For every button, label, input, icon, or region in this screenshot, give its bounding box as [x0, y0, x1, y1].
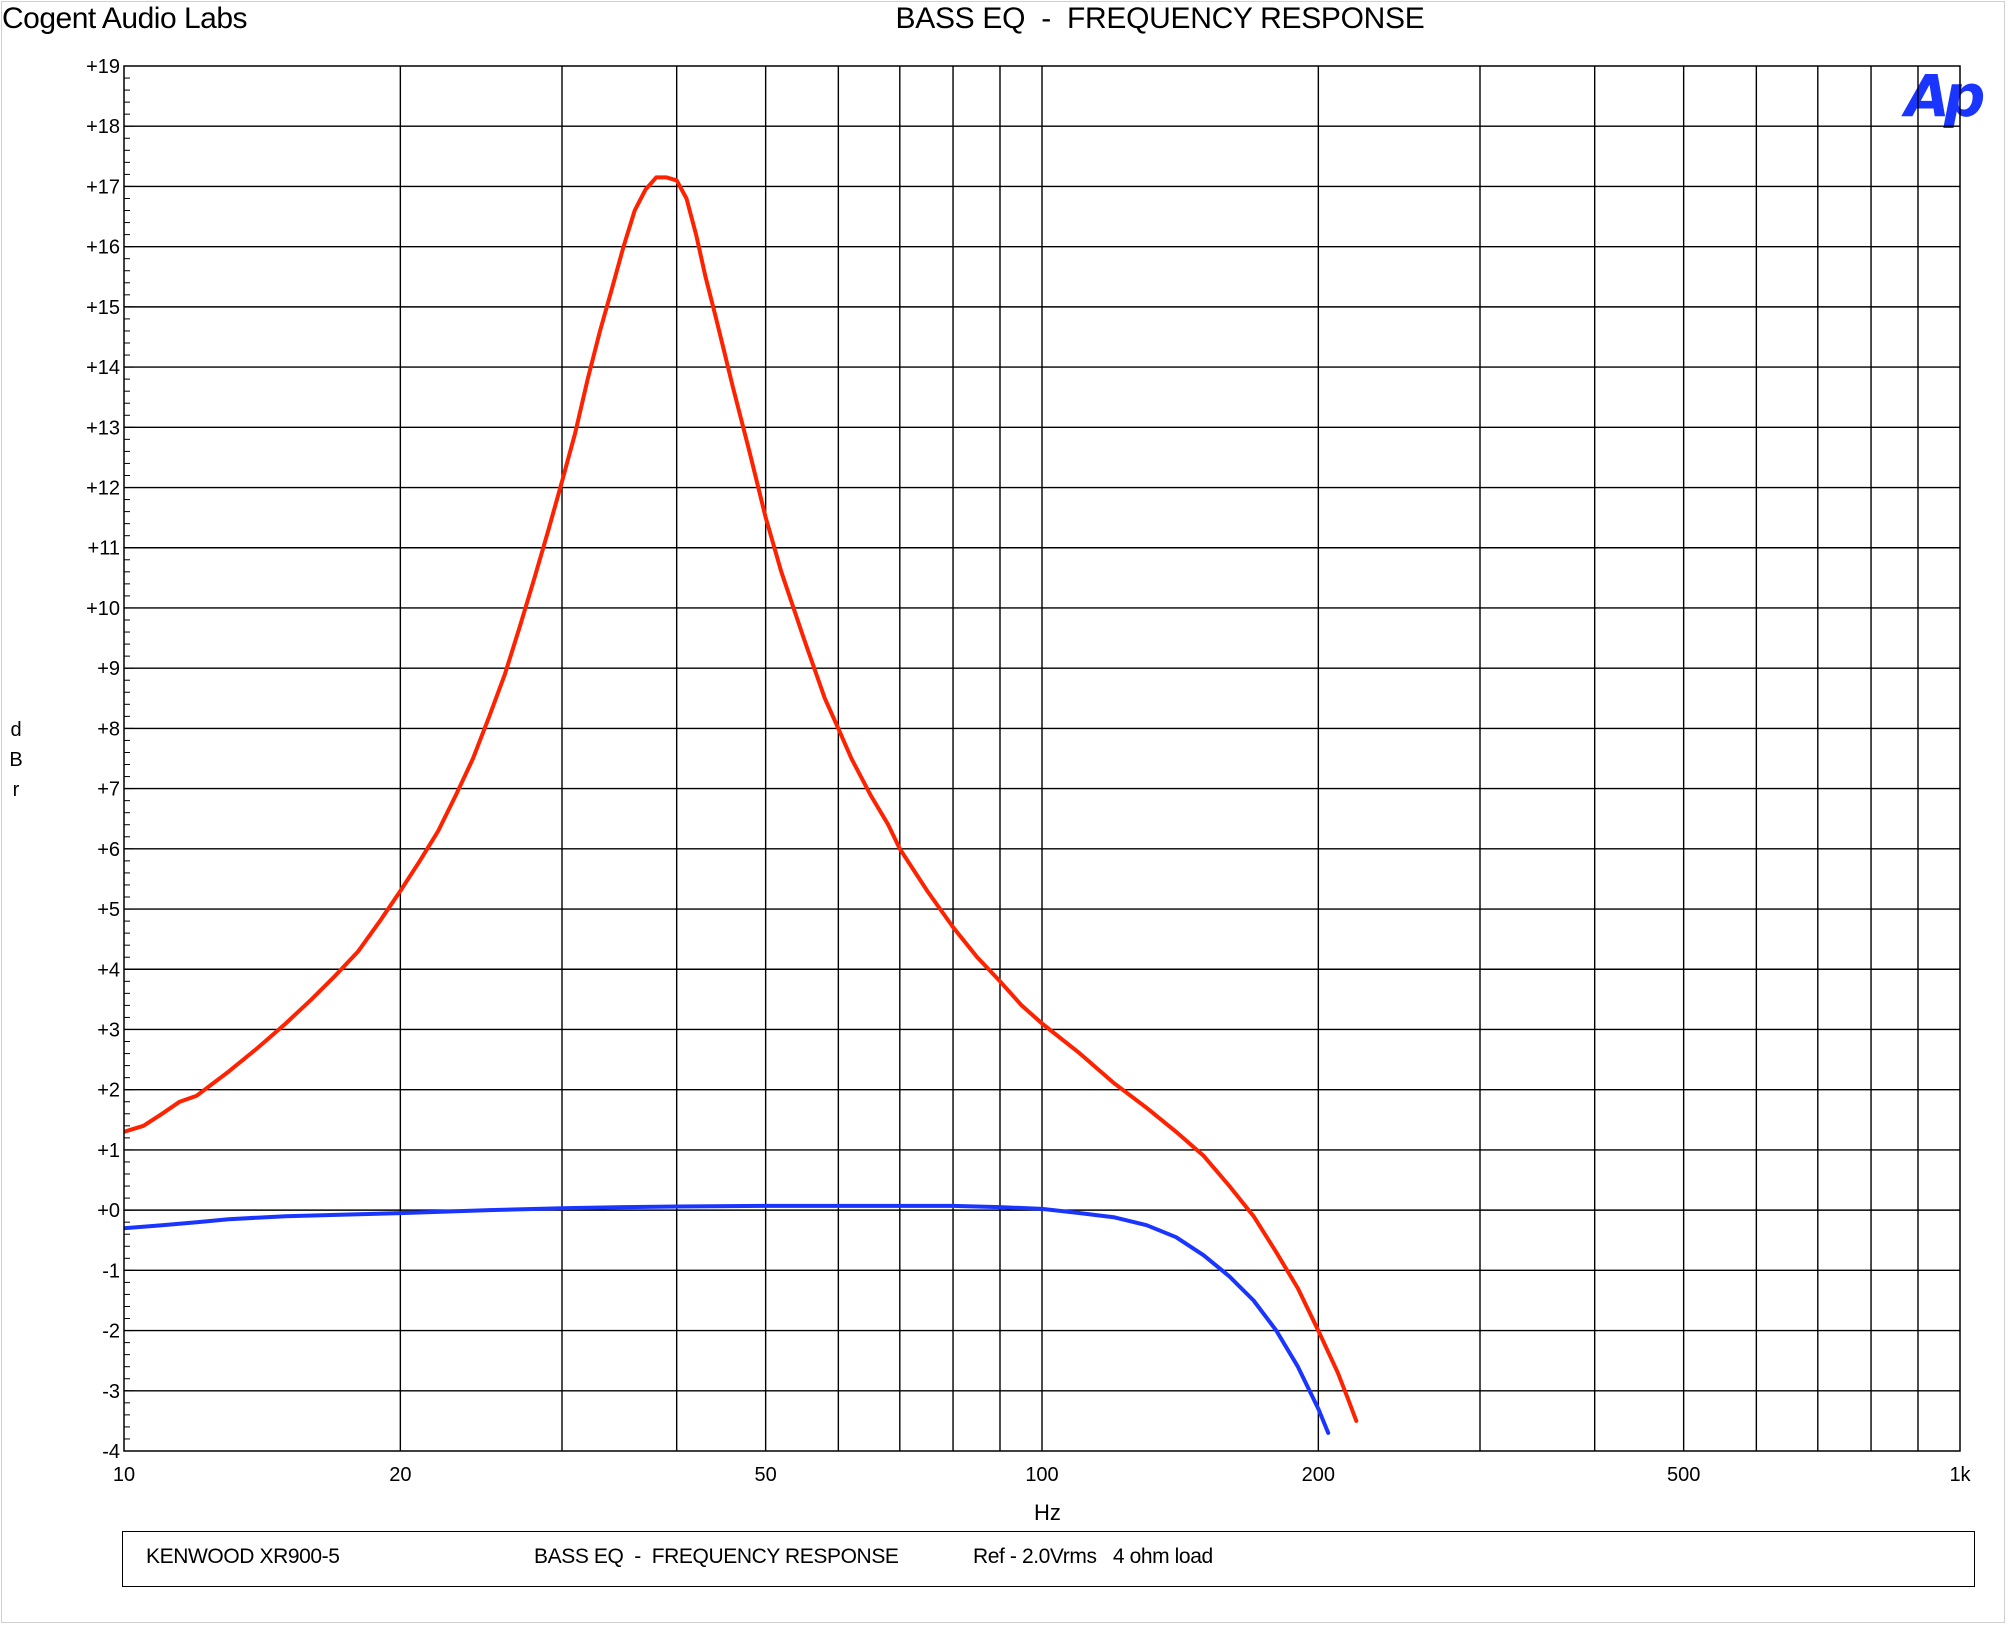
y-axis-label-letter: d [10, 719, 22, 741]
x-tick-label: 100 [1025, 1464, 1058, 1486]
x-tick-label: 1k [1949, 1464, 1971, 1486]
y-tick-label: +10 [86, 598, 120, 620]
y-tick-label: -3 [102, 1381, 120, 1403]
y-axis-label-letter: r [12, 779, 20, 801]
footer-box [122, 1531, 1975, 1587]
y-tick-label: +4 [97, 959, 120, 981]
y-tick-label: +0 [97, 1200, 120, 1222]
x-tick-label: 50 [755, 1464, 777, 1486]
footer-reference: Ref - 2.0Vrms 4 ohm load [973, 1545, 1213, 1568]
data-series [124, 175, 1359, 1435]
x-tick-label: 10 [113, 1464, 135, 1486]
y-tick-label: +12 [86, 478, 120, 500]
company-name: Cogent Audio Labs [2, 2, 248, 35]
y-tick-label: +5 [97, 899, 120, 921]
y-tick-label: +17 [86, 176, 120, 198]
x-tick-label: 200 [1302, 1464, 1335, 1486]
y-tick-label: -1 [102, 1260, 120, 1282]
x-tick-label: 20 [389, 1464, 411, 1486]
y-tick-label: +2 [97, 1080, 120, 1102]
y-tick-label: -2 [102, 1321, 120, 1343]
plot-frame [123, 65, 1961, 1452]
series-line-2 [124, 1203, 1331, 1435]
y-tick-label: +18 [86, 116, 120, 138]
y-tick-label: +9 [97, 658, 120, 680]
chart-title: BASS EQ - FREQUENCY RESPONSE [895, 2, 1425, 35]
series-line-1 [124, 175, 1359, 1423]
footer-title: BASS EQ - FREQUENCY RESPONSE [534, 1545, 899, 1568]
y-tick-label: +1 [97, 1140, 120, 1162]
y-tick-label: +3 [97, 1019, 120, 1041]
y-tick-label: +6 [97, 839, 120, 861]
y-axis-ticks: +19 +18 +17 +16 +15 +14 +13 +12 +11 +10 +9 +8 +7 +6 +5… [86, 56, 120, 1463]
y-axis-label-letter: B [9, 749, 23, 771]
footer-model: KENWOOD XR900-5 [146, 1545, 340, 1568]
major-grid [124, 66, 1960, 1451]
y-tick-label: +15 [86, 297, 120, 319]
x-axis-label: Hz [1034, 1500, 1061, 1525]
y-tick-label: +19 [86, 56, 120, 78]
y-tick-label: +13 [86, 417, 120, 439]
y-tick-label: +7 [97, 779, 120, 801]
y-tick-label: -4 [102, 1441, 120, 1463]
x-tick-label: 500 [1667, 1464, 1700, 1486]
y-tick-label: +11 [88, 538, 120, 560]
y-tick-label: +8 [97, 718, 120, 740]
minor-grid [124, 65, 134, 1452]
x-axis-ticks: 10 20 50 100 200 500 1k [113, 1464, 1972, 1486]
y-tick-label: +16 [86, 237, 120, 259]
y-tick-label: +14 [86, 357, 120, 379]
